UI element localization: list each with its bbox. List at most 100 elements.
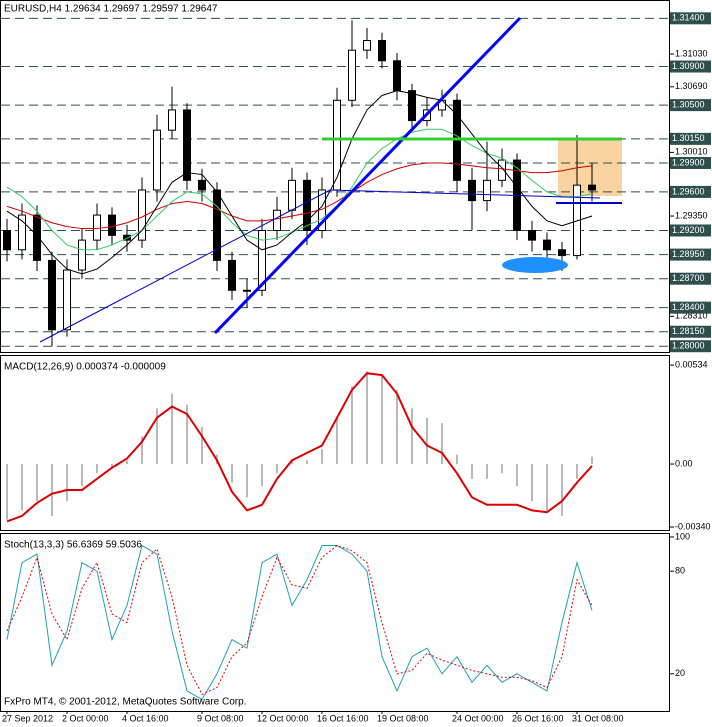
level-label: 1.28000 [672,341,705,351]
macd-bar [411,408,413,465]
candle-body [558,249,566,257]
level-label-box [670,272,711,285]
level-label-box [670,248,711,261]
stoch-line [6,544,593,701]
macd-bar [261,464,263,487]
level-label: 1.28950 [672,249,705,259]
candle-body [528,229,536,241]
macd-bar [156,408,158,465]
x-tick-label: 26 Oct 16:00 [512,713,564,723]
macd-bar [486,464,488,479]
macd-bar [516,464,518,487]
level-label: 1.28150 [672,326,705,336]
stoch-line [6,544,593,695]
candle-body [258,229,266,291]
signal-line [6,372,593,523]
level-label: 1.31400 [672,13,705,23]
macd-bar [6,464,8,520]
macd-bar [471,464,473,479]
y-tick-label: 1.30010 [675,147,708,157]
moving-average [6,90,593,275]
macd-bar [351,386,353,465]
macd-bar [561,464,563,516]
macd-bar [336,417,338,465]
macd-bar [531,464,533,502]
level-label: 1.28400 [672,302,705,312]
candle-body [153,129,161,191]
x-tick-label: 9 Oct 08:00 [197,713,244,723]
candle-body [468,179,476,202]
candle-body [393,60,401,92]
moving-average [6,128,593,251]
level-label: 1.29900 [672,157,705,167]
macd-bar [126,460,128,465]
macd-bar [366,371,368,465]
candle-body [543,239,551,251]
candle-body [363,40,371,51]
y-tick-label: 20 [675,668,685,678]
level-label-box [670,301,711,314]
macd-bar [291,460,293,465]
level-label-box [670,325,711,338]
level-label-box [670,156,711,169]
level-label: 1.29200 [672,225,705,235]
main-title: EURUSD,H4 1.29634 1.29697 1.29597 1.2964… [4,4,218,15]
macd-bar [171,393,173,465]
candle-body [108,214,116,236]
level-label-box [670,185,711,198]
candle-body [288,179,296,211]
candle-body [183,109,191,181]
y-tick-label: 1.28310 [675,311,708,321]
level-label-box [670,224,711,237]
level-label-box [670,99,711,112]
level-label-box [670,12,711,25]
level-label-box [670,340,711,353]
macd-bar [381,375,383,465]
x-tick-label: 31 Oct 08:00 [572,713,624,723]
macd-bar [96,464,98,474]
candle-body [198,179,206,191]
level-label: 1.30900 [672,61,705,71]
y-tick-label: 100 [675,531,690,541]
macd-bar [501,464,503,474]
candle-body [63,269,71,331]
candle-body [303,179,311,231]
macd-bar [81,464,83,487]
macd-bar [396,389,398,465]
macd-bar [111,464,113,468]
macd-pane-frame [0,355,670,531]
stoch-title: Stoch(13,3,3) 56.6369 59.5036 [4,540,142,551]
x-tick-label: 24 Oct 00:00 [452,713,504,723]
macd-bar [441,423,443,465]
annotations-front [39,16,622,343]
highlight-ellipse [502,257,568,273]
candle-body [588,184,596,191]
level-label-box [670,132,711,145]
y-tick-label: 0.00 [675,458,693,468]
macd-bar [51,464,53,516]
level-label: 1.29600 [672,186,705,196]
y-tick-label: 1.29350 [675,210,708,220]
candle-body [348,49,356,101]
macd-bar [66,464,68,502]
macd-bar [186,404,188,465]
candle-body [93,214,101,241]
macd-bar [591,456,593,465]
y-tick-label: 0.00534 [675,359,708,369]
level-label: 1.30150 [672,133,705,143]
level-label: 1.28700 [672,273,705,283]
y-tick-label: -0.00340 [675,521,711,531]
y-tick-label: 80 [675,566,685,576]
macd-bar [276,464,278,474]
x-tick-label: 2 Oct 00:00 [62,713,109,723]
macd-bar [21,464,23,511]
x-tick-label: 12 Oct 00:00 [257,713,309,723]
macd-bar [246,464,248,498]
trend-line [213,16,522,335]
macd-bar [231,464,233,483]
x-tick-label: 19 Oct 08:00 [377,713,429,723]
candle-body [3,229,11,251]
macd-bar [201,426,203,465]
x-tick-label: 27 Sep 2012 [2,713,53,723]
